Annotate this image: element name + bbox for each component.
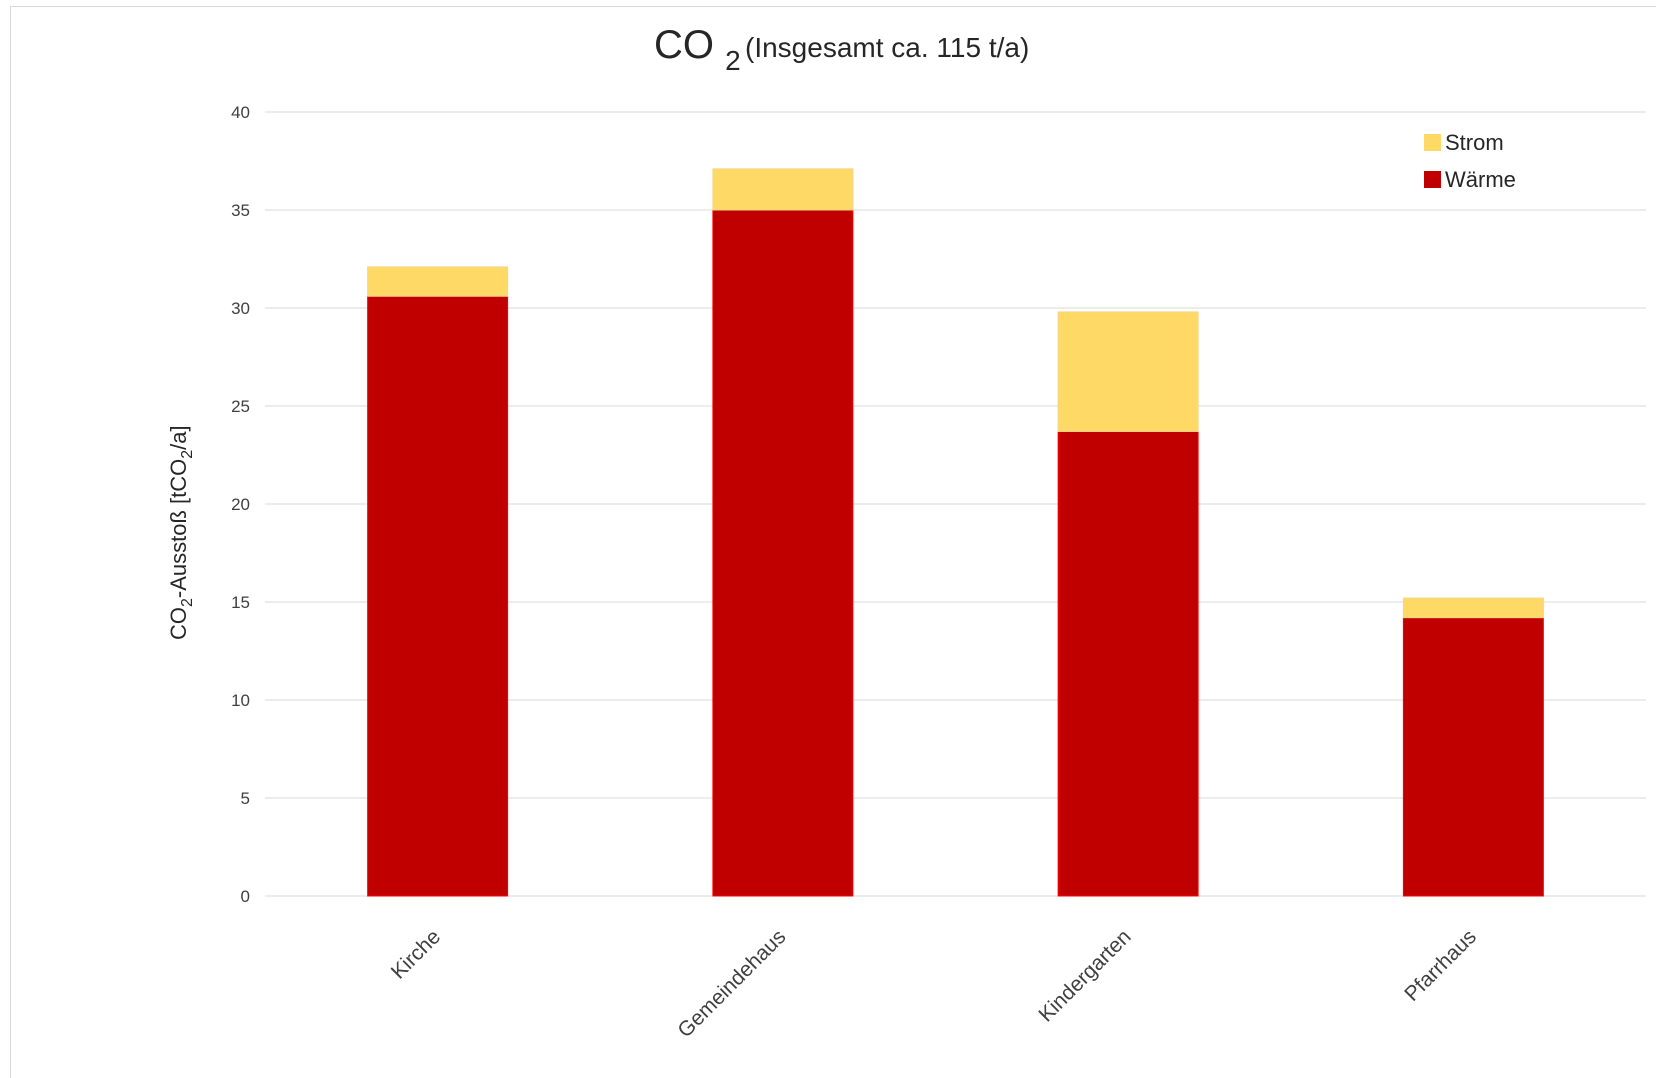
y-axis-title-sub: 2 bbox=[179, 598, 196, 607]
y-tick-label: 15 bbox=[231, 593, 250, 612]
y-tick-label: 10 bbox=[231, 691, 250, 710]
bar-segment-strom-2 bbox=[1057, 311, 1199, 432]
bar-segment-strom-1 bbox=[712, 168, 854, 211]
bar-segment-strom-3 bbox=[1402, 597, 1544, 619]
y-axis-title-mid: -Ausstoß [tCO bbox=[166, 459, 191, 598]
x-category-label: Pfarrhaus bbox=[1400, 925, 1481, 1006]
y-axis-title: CO2-Ausstoß [tCO2/a] bbox=[166, 425, 196, 640]
chart-subtitle: (Insgesamt ca. 115 t/a) bbox=[745, 32, 1029, 63]
y-tick-label: 30 bbox=[231, 299, 250, 318]
y-axis-title-suffix: /a] bbox=[166, 425, 191, 449]
legend: Strom Wärme bbox=[1424, 130, 1516, 192]
bar-segment-waerme-0 bbox=[367, 295, 509, 897]
y-axis-title-prefix: CO bbox=[166, 607, 191, 640]
y-axis-title-sub2: 2 bbox=[179, 450, 196, 459]
legend-swatch bbox=[1424, 134, 1441, 151]
bar-segment-waerme-2 bbox=[1057, 430, 1199, 897]
bar-segment-waerme-3 bbox=[1402, 617, 1544, 897]
x-axis-labels: Kirche Gemeindehaus Kindergarten Pfarrhaus bbox=[387, 925, 1481, 1042]
bar-segment-waerme-1 bbox=[712, 209, 854, 897]
y-tick-label: 0 bbox=[241, 887, 250, 906]
x-category-label: Kindergarten bbox=[1034, 925, 1135, 1026]
y-tick-label: 35 bbox=[231, 201, 250, 220]
bar-segment-strom-0 bbox=[367, 266, 509, 297]
y-tick-label: 25 bbox=[231, 397, 250, 416]
y-tick-label: 40 bbox=[231, 103, 250, 122]
x-category-label: Kirche bbox=[387, 925, 445, 983]
chart-title-subscript: 2 bbox=[725, 45, 741, 76]
y-tick-label: 20 bbox=[231, 495, 250, 514]
chart-frame bbox=[10, 6, 1656, 1078]
legend-label: Wärme bbox=[1445, 167, 1516, 192]
y-tick-label: 5 bbox=[241, 789, 250, 808]
legend-label: Strom bbox=[1445, 130, 1504, 155]
chart-title-text: CO bbox=[654, 23, 714, 67]
x-category-label: Gemeindehaus bbox=[673, 925, 790, 1042]
y-axis-ticks: 0 5 10 15 20 25 30 35 40 bbox=[231, 103, 250, 906]
legend-swatch bbox=[1424, 171, 1441, 188]
chart-title-main: CO 2 bbox=[654, 23, 741, 76]
bars bbox=[367, 168, 1544, 897]
chart-title: CO 2 (Insgesamt ca. 115 t/a) bbox=[654, 23, 1029, 76]
